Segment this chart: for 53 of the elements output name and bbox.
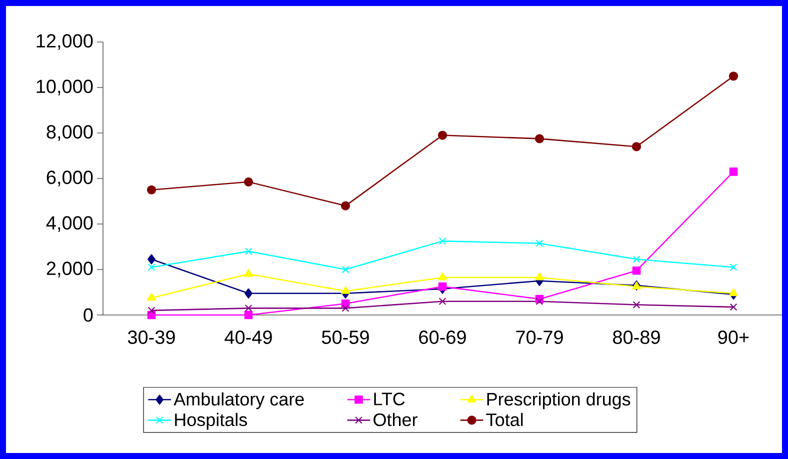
point (632, 301, 640, 308)
legend-label: Hospitals (175, 412, 247, 430)
point (148, 254, 156, 264)
point (438, 298, 446, 306)
point (244, 310, 253, 320)
y-tick-label: 10,000 (36, 80, 93, 96)
legend-label: LTC (374, 392, 405, 406)
y-tick-label: 4,000 (46, 216, 93, 232)
x-tick-label: 30-39 (128, 330, 175, 344)
point (244, 177, 254, 186)
legend-label: Other (374, 412, 418, 426)
point (729, 168, 738, 176)
x-tick-label: 70-79 (516, 330, 563, 344)
point (534, 134, 544, 144)
legend-label: Prescription drugs (487, 392, 630, 410)
y-tick-label: 12,000 (36, 34, 93, 50)
point (438, 130, 448, 140)
point (341, 286, 350, 294)
point (632, 266, 641, 275)
y-tick-label: 8,000 (46, 125, 93, 141)
x-tick-label: 50-59 (322, 330, 369, 344)
point (536, 240, 544, 248)
point (340, 201, 350, 210)
point (244, 288, 252, 298)
x-tick-label: 90+ (718, 330, 749, 344)
point (244, 304, 252, 312)
point (148, 263, 156, 271)
point (729, 288, 738, 296)
point (730, 263, 738, 271)
point (244, 269, 253, 277)
y-tick-label: 0 (84, 308, 93, 322)
point (632, 142, 642, 152)
point (146, 185, 156, 194)
legend-label: Total (486, 412, 523, 426)
x-tick-label: 60-69 (419, 330, 466, 344)
x-tick-label: 80-89 (613, 330, 660, 344)
legend-label: Ambulatory care (174, 392, 304, 410)
y-tick-label: 6,000 (46, 170, 93, 186)
point (244, 248, 252, 256)
point (147, 292, 156, 301)
point (632, 256, 640, 263)
point (342, 266, 350, 274)
point (148, 306, 156, 314)
point (438, 272, 447, 280)
y-tick-label: 2,000 (46, 262, 93, 278)
point (536, 298, 544, 306)
point (438, 282, 447, 291)
point (438, 237, 446, 245)
point (730, 303, 738, 311)
point (342, 304, 350, 312)
point (535, 272, 544, 280)
x-tick-label: 40-49 (224, 330, 272, 344)
point (728, 72, 738, 81)
